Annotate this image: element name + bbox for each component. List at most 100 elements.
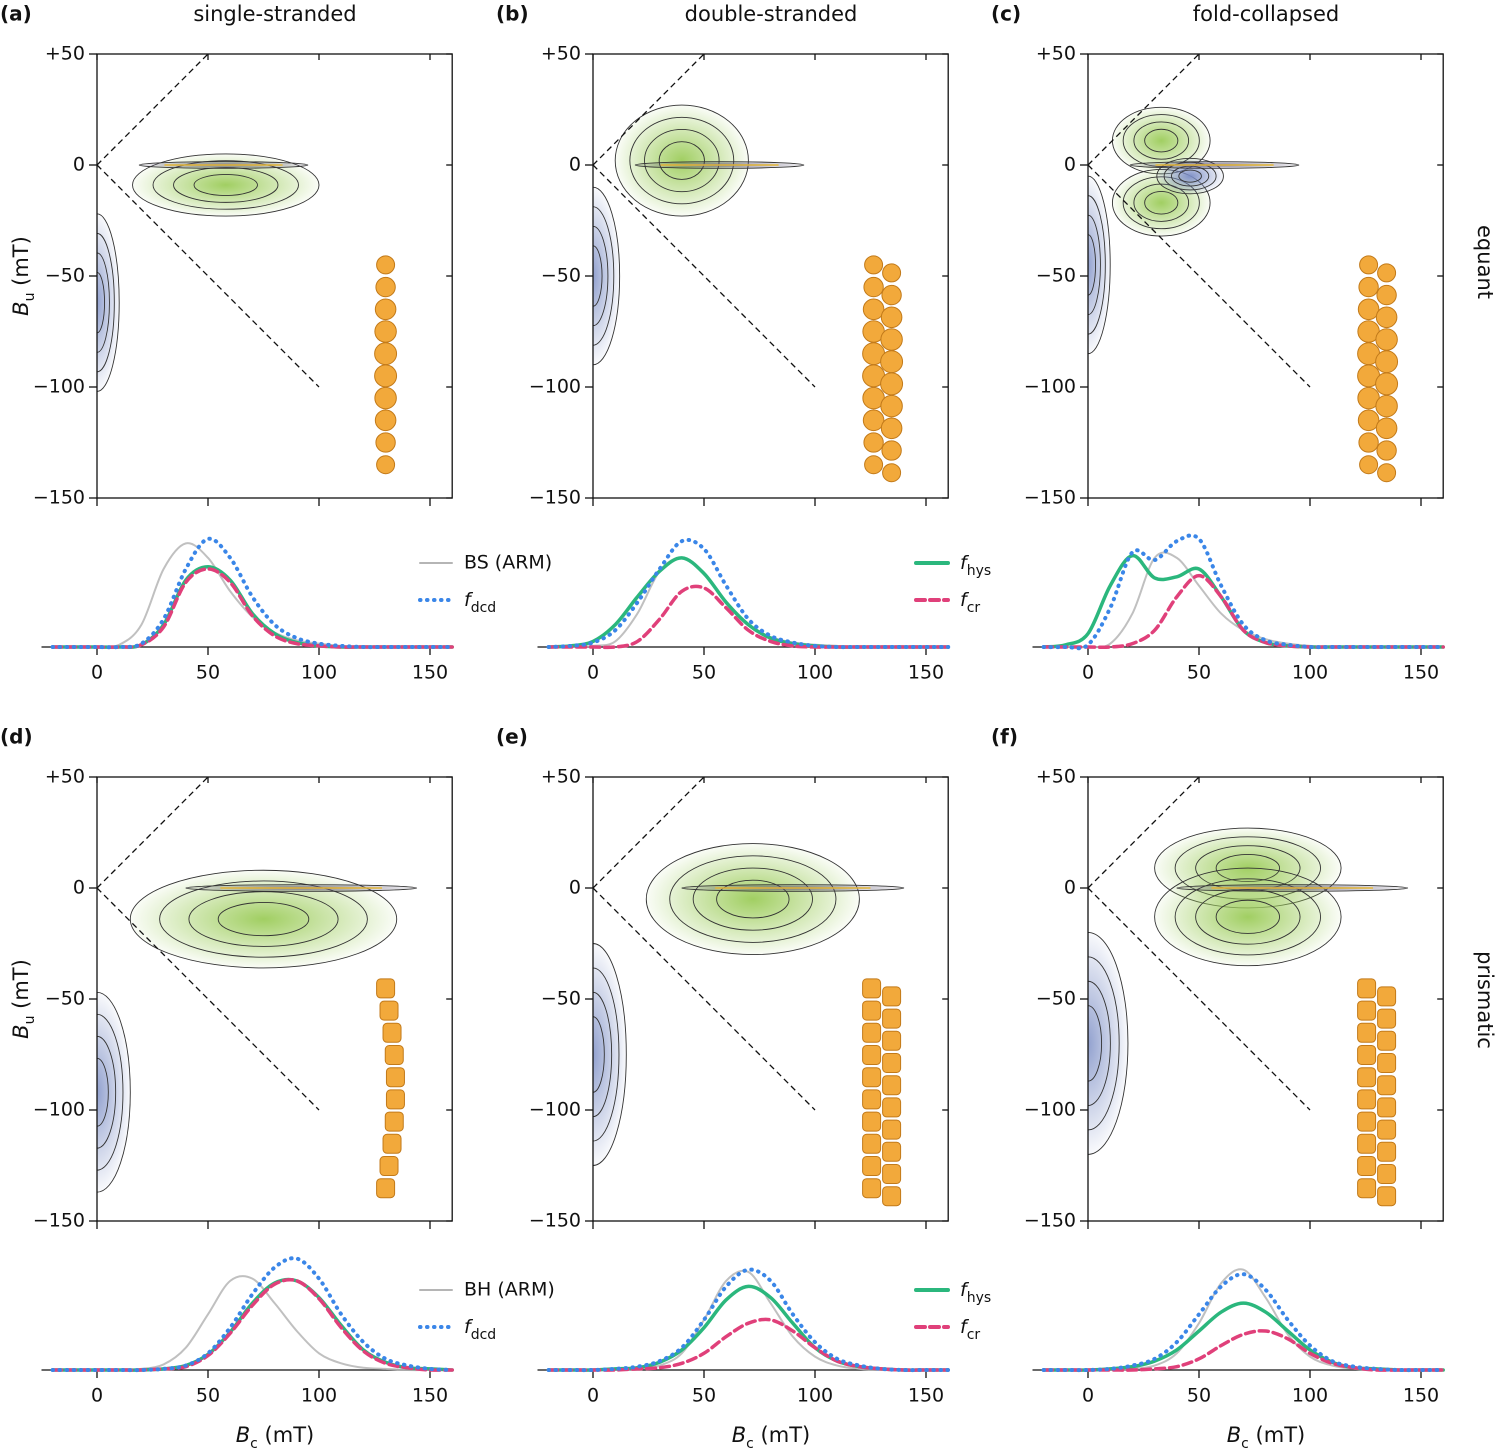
series-line bbox=[50, 536, 455, 650]
particle bbox=[864, 455, 884, 475]
particle bbox=[882, 263, 902, 283]
x-tick-label: 150 bbox=[412, 1385, 448, 1407]
contour-line bbox=[614, 104, 749, 217]
y-tick-label: −150 bbox=[529, 1210, 581, 1232]
legend-label: fdcd bbox=[464, 589, 496, 617]
particle bbox=[1357, 978, 1377, 999]
particle bbox=[880, 372, 904, 396]
particle bbox=[880, 328, 903, 351]
particle bbox=[864, 255, 884, 275]
particle bbox=[882, 1141, 902, 1162]
plot-area bbox=[1088, 54, 1311, 388]
y-tick-label: 0 bbox=[1064, 877, 1076, 899]
y-tick-label: −150 bbox=[1024, 487, 1076, 509]
column-title: double-stranded bbox=[685, 2, 858, 26]
feature bbox=[185, 884, 418, 892]
legend-label: BH (ARM) bbox=[464, 1279, 555, 1301]
particle bbox=[374, 386, 397, 410]
y-tick-label: 0 bbox=[73, 877, 85, 899]
particle bbox=[1375, 328, 1398, 351]
particle bbox=[1359, 255, 1379, 275]
particle bbox=[374, 342, 398, 366]
y-tick-label: +50 bbox=[45, 43, 85, 65]
series-line bbox=[50, 567, 454, 649]
contour-line bbox=[1176, 884, 1409, 892]
y-axis-label: Bu (mT) bbox=[9, 959, 38, 1039]
particle bbox=[1377, 263, 1397, 283]
series-line bbox=[546, 1267, 951, 1373]
contour-line bbox=[593, 991, 613, 1118]
panel-label: (c) bbox=[991, 2, 1021, 26]
plot-area bbox=[593, 777, 905, 1166]
guide-line bbox=[97, 887, 320, 1111]
contour-line bbox=[1154, 867, 1342, 967]
y-tick-label: −100 bbox=[1024, 376, 1076, 398]
y-tick-label: −50 bbox=[541, 988, 581, 1010]
contour-line bbox=[193, 173, 258, 196]
series-line bbox=[50, 1277, 454, 1372]
y-tick-label: +50 bbox=[1036, 43, 1076, 65]
y-tick-label: −100 bbox=[529, 1099, 581, 1121]
particle bbox=[862, 1111, 882, 1132]
guide-line bbox=[1088, 887, 1311, 1111]
y-tick-label: −150 bbox=[33, 487, 85, 509]
particle bbox=[862, 978, 882, 999]
particle bbox=[881, 284, 902, 306]
particle bbox=[1377, 1053, 1397, 1073]
particle bbox=[385, 1067, 405, 1088]
legend-label: fcr bbox=[960, 1316, 980, 1344]
contour-line bbox=[185, 884, 418, 892]
series-line bbox=[1041, 1301, 1445, 1372]
panel-label: (e) bbox=[496, 725, 528, 749]
particle bbox=[1375, 306, 1398, 329]
x-tick-label: 100 bbox=[301, 1385, 337, 1407]
contour-line bbox=[1133, 121, 1190, 160]
panel-label: (a) bbox=[0, 2, 32, 26]
contour-line bbox=[1174, 878, 1322, 956]
plot-area bbox=[97, 777, 418, 1193]
series-line bbox=[50, 565, 454, 649]
x-tick-label: 150 bbox=[412, 662, 448, 684]
y-tick-label: +50 bbox=[541, 766, 581, 788]
particle bbox=[374, 298, 397, 321]
series-line bbox=[1041, 1272, 1446, 1373]
x-tick-label: 50 bbox=[1187, 1385, 1211, 1407]
contour-line bbox=[1129, 161, 1300, 169]
column-title: fold-collapsed bbox=[1193, 2, 1339, 26]
series-line bbox=[50, 1278, 454, 1372]
feature bbox=[614, 104, 749, 217]
particle bbox=[1357, 1156, 1377, 1176]
y-tick-label: 0 bbox=[569, 154, 581, 176]
x-tick-label: 50 bbox=[692, 1385, 716, 1407]
particle bbox=[1357, 1045, 1377, 1065]
contour-line bbox=[1088, 195, 1106, 335]
series-line bbox=[51, 542, 454, 649]
column-title: single-stranded bbox=[193, 2, 356, 26]
x-tick-label: 0 bbox=[91, 1385, 103, 1407]
feature-fill bbox=[1154, 868, 1342, 966]
particle bbox=[862, 1089, 882, 1110]
particle bbox=[881, 440, 902, 461]
x-tick-label: 100 bbox=[797, 1385, 833, 1407]
feature bbox=[681, 884, 905, 892]
particle bbox=[862, 1156, 882, 1176]
x-axis-label: Bc (mT) bbox=[732, 1423, 810, 1452]
particle bbox=[882, 463, 902, 483]
series-line bbox=[1041, 553, 1445, 649]
x-tick-label: 100 bbox=[797, 662, 833, 684]
particle bbox=[1377, 1030, 1397, 1051]
plot-frame bbox=[96, 53, 453, 499]
y-tick-label: 0 bbox=[569, 877, 581, 899]
particle bbox=[1377, 1008, 1397, 1029]
particle bbox=[382, 1133, 402, 1154]
x-tick-label: 0 bbox=[91, 662, 103, 684]
particle bbox=[376, 1178, 396, 1199]
particle bbox=[1375, 417, 1398, 440]
particle bbox=[374, 320, 397, 343]
particle bbox=[1358, 432, 1379, 453]
guide-line bbox=[97, 164, 320, 388]
particle bbox=[375, 432, 396, 453]
contour-line bbox=[1215, 899, 1280, 934]
particle bbox=[375, 276, 396, 298]
